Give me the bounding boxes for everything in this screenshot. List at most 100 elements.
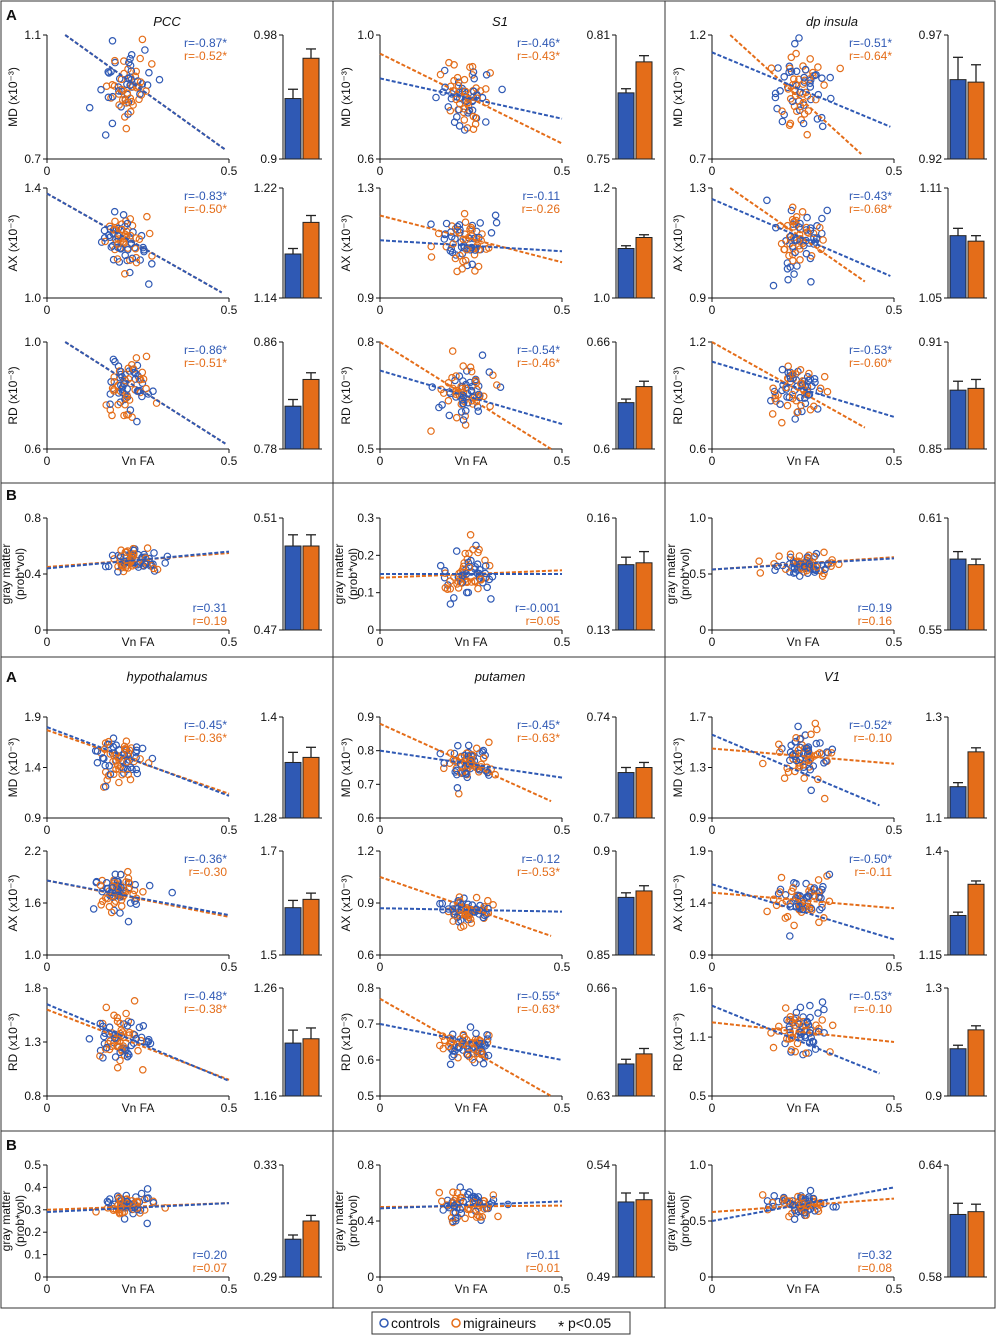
scatter-point-migraineurs: [117, 902, 126, 910]
scatter-point-migraineurs: [794, 746, 803, 755]
scatter-point-controls: [832, 1203, 840, 1211]
bar-y-tick-label: 1.3: [925, 710, 942, 724]
bar-y-tick-label: 0.6: [593, 442, 610, 456]
bar-controls: [949, 389, 967, 450]
y-tick-label: 0.8: [357, 981, 374, 995]
scatter-point-controls: [804, 1049, 813, 1057]
scatter-point-migraineurs: [796, 365, 805, 374]
scatter-point-migraineurs: [806, 883, 815, 892]
r-value-controls: r=-0.55*: [517, 989, 560, 1003]
scatter-point-migraineurs: [96, 1052, 104, 1060]
r-value-migraineurs: r=-0.64*: [849, 49, 892, 63]
y-axis-label: AX (x10⁻³): [6, 874, 20, 931]
y-axis-label: AX (x10⁻³): [339, 874, 353, 931]
panel-letter: B: [6, 487, 17, 504]
scatter-point-migraineurs: [815, 918, 823, 927]
y-tick-label: 0.7: [357, 777, 374, 791]
regression-line-controls: [711, 360, 895, 418]
y-tick-label: 1.6: [689, 981, 706, 995]
scatter-point-controls: [791, 568, 800, 577]
scatter-point-migraineurs: [102, 1003, 111, 1012]
scatter-point-migraineurs: [115, 778, 123, 787]
regression-line-controls: [46, 1202, 230, 1214]
scatter-point-migraineurs: [122, 737, 131, 746]
bar-migraineurs: [967, 883, 985, 956]
scatter-point-migraineurs: [440, 1036, 449, 1045]
scatter-point-controls: [482, 71, 491, 79]
r-value-migraineurs: r=-0.26: [522, 202, 561, 216]
bar-y-tick-label: 0.78: [254, 442, 278, 456]
x-tick-label: 0: [709, 960, 716, 974]
scatter-point-migraineurs: [777, 418, 786, 427]
region-title: V1: [824, 669, 840, 684]
scatter-point-controls: [795, 572, 804, 580]
scatter-point-migraineurs: [464, 1204, 473, 1213]
bar-y-tick-label: 0.29: [254, 1270, 278, 1284]
bar-y-tick-label: 0.9: [925, 1089, 942, 1103]
scatter-point-migraineurs: [475, 1213, 484, 1221]
panel-letter: B: [6, 1137, 17, 1154]
y-tick-label: 0.6: [357, 152, 374, 166]
y-tick-label: 1.9: [689, 844, 706, 858]
r-value-controls: r=0.11: [527, 1248, 561, 1262]
x-tick-label: 0: [709, 823, 716, 837]
scatter-point-migraineurs: [818, 1016, 827, 1024]
r-value-migraineurs: r=-0.53*: [517, 865, 560, 879]
scatter-point-migraineurs: [796, 102, 805, 111]
scatter-point-controls: [776, 400, 784, 409]
y-tick-label: 0: [699, 1270, 706, 1284]
y-tick-label: 0.9: [24, 811, 41, 825]
x-tick-label: 0: [377, 960, 384, 974]
scatter-point-controls: [823, 206, 832, 215]
y-tick-label: 0.8: [24, 511, 41, 525]
y-tick-label: 1.2: [689, 335, 706, 349]
x-tick-label: 0.5: [554, 454, 571, 468]
scatter-point-controls: [818, 903, 826, 912]
bar-y-tick-label: 0.85: [919, 442, 943, 456]
scatter-point-migraineurs: [110, 1011, 118, 1020]
scatter-point-controls: [450, 1202, 459, 1210]
scatter-point-migraineurs: [114, 562, 122, 571]
scatter-point-controls: [143, 1219, 152, 1228]
scatter-point-controls: [100, 1032, 108, 1041]
scatter-point-controls: [455, 122, 464, 130]
scatter-point-controls: [462, 588, 471, 597]
scatter-point-migraineurs: [104, 737, 113, 746]
r-value-migraineurs: r=0.07: [193, 1261, 228, 1275]
scatter-point-controls: [812, 739, 821, 748]
scatter-point-controls: [820, 1029, 828, 1037]
r-value-migraineurs: r=0.05: [526, 614, 561, 628]
bar-y-tick-label: 0.86: [254, 335, 278, 349]
scatter-point-controls: [820, 1005, 828, 1014]
region-title: hypothalamus: [127, 669, 208, 684]
scatter-point-migraineurs: [775, 748, 784, 757]
scatter-point-migraineurs: [805, 369, 813, 378]
x-axis-label: Vn FA: [787, 635, 820, 649]
scatter-point-controls: [108, 92, 117, 101]
scatter-point-migraineurs: [786, 1028, 795, 1037]
r-value-controls: r=-0.51*: [849, 36, 892, 50]
y-tick-label: 0.7: [689, 152, 706, 166]
x-tick-label: 0: [377, 164, 384, 178]
scatter-point-migraineurs: [120, 411, 128, 420]
scatter-point-controls: [474, 407, 483, 416]
scatter-point-controls: [114, 243, 122, 252]
frame-border: [0, 0, 996, 1309]
scatter-point-controls: [93, 758, 102, 767]
scatter-point-controls: [452, 770, 461, 779]
x-tick-label: 0.5: [886, 1101, 903, 1115]
scatter-point-migraineurs: [791, 1047, 800, 1056]
scatter-point-migraineurs: [111, 217, 119, 226]
bar-controls: [284, 98, 302, 160]
regression-line-controls: [46, 550, 230, 570]
r-value-migraineurs: r=-0.68*: [849, 202, 892, 216]
scatter-point-controls: [438, 401, 446, 409]
scatter-point-controls: [828, 745, 837, 754]
scatter-point-controls: [766, 396, 775, 405]
scatter-point-controls: [796, 755, 804, 764]
y-tick-label: 0.5: [689, 1214, 706, 1228]
x-tick-label: 0: [44, 454, 51, 468]
bar-controls: [617, 896, 635, 956]
scatter-point-controls: [109, 255, 118, 264]
scatter-point-migraineurs: [812, 725, 821, 734]
